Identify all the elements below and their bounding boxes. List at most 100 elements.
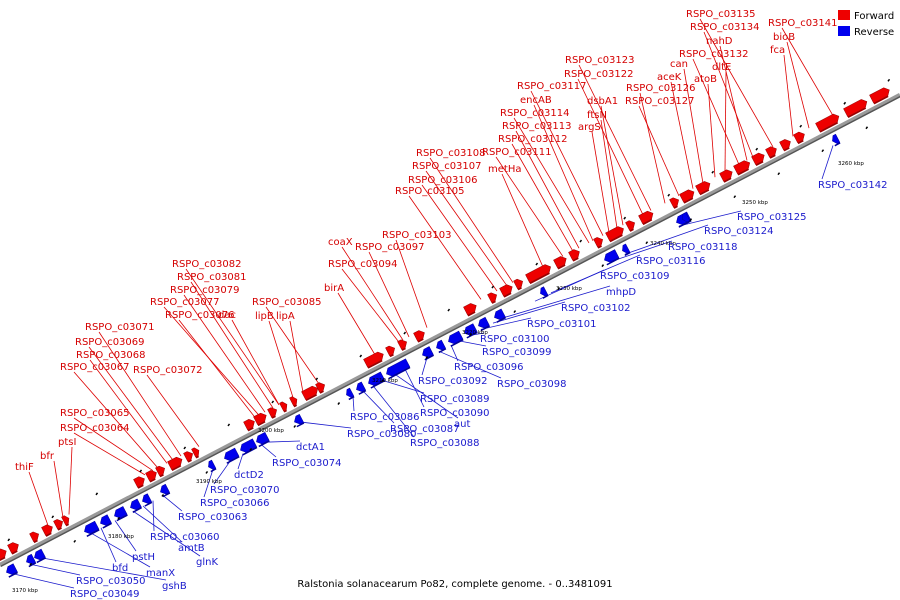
forward-gene[interactable] (61, 514, 72, 527)
reverse-gene[interactable] (384, 358, 411, 380)
reverse-gene[interactable] (434, 339, 447, 354)
reverse-gene-label: RSPO_c03063 (178, 512, 248, 523)
reverse-gene-label: dctD2 (234, 470, 264, 481)
forward-gene-label: RSPO_c03113 (502, 121, 572, 132)
reverse-gene[interactable] (538, 286, 549, 299)
reverse-leader-line (394, 373, 459, 419)
forward-gene[interactable] (719, 168, 735, 183)
forward-gene[interactable] (267, 406, 280, 419)
forward-gene[interactable] (843, 98, 870, 119)
reverse-gene[interactable] (446, 330, 464, 347)
reverse-gene[interactable] (32, 548, 47, 564)
forward-gene[interactable] (669, 196, 682, 209)
forward-gene[interactable] (487, 291, 500, 304)
reverse-gene[interactable] (158, 483, 171, 498)
forward-gene[interactable] (751, 151, 767, 167)
forward-gene-label: RSPO_c03134 (690, 22, 760, 33)
forward-gene[interactable] (279, 400, 290, 413)
forward-gene-label: ptsI (58, 437, 76, 448)
forward-gene[interactable] (243, 417, 258, 432)
forward-leader-line (786, 41, 810, 129)
reverse-gene[interactable] (222, 447, 240, 464)
forward-gene[interactable] (869, 86, 893, 105)
forward-gene[interactable] (301, 384, 321, 402)
forward-gene[interactable] (191, 446, 202, 459)
reverse-leader-line (203, 469, 214, 498)
forward-gene[interactable] (793, 130, 808, 145)
forward-gene[interactable] (638, 209, 656, 226)
reverse-gene[interactable] (254, 431, 270, 448)
figure-caption: Ralstonia solanacearum Po82, complete ge… (297, 579, 612, 590)
reverse-gene[interactable] (292, 413, 305, 428)
forward-leader-line (591, 131, 610, 233)
reverse-gene[interactable] (24, 553, 37, 568)
reverse-gene[interactable] (128, 498, 143, 513)
forward-gene[interactable] (167, 455, 185, 472)
forward-gene-label: RSPO_c03071 (85, 322, 155, 333)
forward-leader-line (577, 78, 644, 215)
forward-leader-line (429, 157, 514, 283)
forward-gene[interactable] (29, 530, 42, 544)
reverse-leader-line (142, 505, 183, 543)
forward-gene[interactable] (385, 344, 398, 358)
forward-gene[interactable] (0, 547, 9, 562)
forward-gene[interactable] (733, 159, 753, 176)
reverse-gene[interactable] (620, 243, 631, 257)
reverse-gene-label: RSPO_c03087 (390, 424, 460, 435)
forward-gene[interactable] (463, 302, 479, 317)
reverse-gene[interactable] (98, 514, 113, 529)
forward-gene[interactable] (815, 112, 842, 133)
forward-gene[interactable] (568, 248, 583, 262)
forward-gene[interactable] (41, 523, 56, 537)
forward-gene[interactable] (695, 180, 713, 196)
reverse-gene[interactable] (462, 323, 478, 339)
forward-gene[interactable] (765, 145, 780, 159)
reverse-gene[interactable] (830, 133, 841, 147)
forward-gene[interactable] (53, 518, 66, 531)
reverse-gene[interactable] (602, 249, 620, 266)
forward-leader-line (231, 319, 280, 406)
forward-gene-label: RSPO_c03079 (170, 285, 240, 296)
forward-gene[interactable] (593, 236, 606, 249)
legend-forward-label: Forward (854, 11, 894, 22)
reverse-gene[interactable] (82, 520, 100, 537)
forward-gene[interactable] (183, 450, 196, 463)
reverse-leader-line (610, 240, 673, 262)
forward-gene[interactable] (625, 219, 638, 232)
forward-gene[interactable] (289, 395, 300, 408)
reverse-gene[interactable] (112, 506, 128, 522)
forward-gene[interactable] (679, 188, 697, 204)
forward-gene[interactable] (145, 469, 160, 483)
forward-gene-label: RSPO_c03068 (76, 350, 146, 361)
reverse-gene[interactable] (344, 387, 355, 401)
forward-gene[interactable] (499, 283, 515, 298)
forward-gene[interactable] (605, 225, 627, 243)
reverse-gene-label: RSPO_c03118 (668, 242, 738, 253)
reverse-gene[interactable] (206, 459, 217, 473)
forward-gene[interactable] (779, 137, 794, 152)
forward-leader-line (781, 27, 834, 116)
reverse-gene[interactable] (492, 308, 507, 323)
reverse-leader-line (480, 317, 532, 330)
forward-gene[interactable] (525, 263, 554, 285)
forward-gene[interactable] (155, 464, 168, 478)
forward-gene[interactable] (315, 381, 328, 394)
forward-gene[interactable] (133, 475, 148, 489)
reverse-gene[interactable] (420, 346, 435, 361)
forward-leader-line (183, 294, 266, 413)
reverse-gene[interactable] (680, 212, 691, 225)
reverse-gene[interactable] (4, 563, 19, 578)
forward-gene[interactable] (413, 329, 428, 343)
reverse-gene[interactable] (354, 381, 367, 395)
forward-gene[interactable] (553, 255, 569, 270)
reverse-gene[interactable] (140, 493, 153, 507)
forward-gene[interactable] (363, 350, 387, 369)
reverse-gene-label: bfd (112, 563, 128, 574)
forward-gene[interactable] (513, 277, 526, 291)
reverse-gene[interactable] (476, 316, 491, 332)
forward-gene[interactable] (253, 411, 269, 427)
reverse-gene-label: manX (146, 568, 175, 579)
reverse-gene[interactable] (366, 371, 386, 389)
forward-gene[interactable] (7, 541, 22, 555)
forward-gene[interactable] (397, 338, 410, 351)
